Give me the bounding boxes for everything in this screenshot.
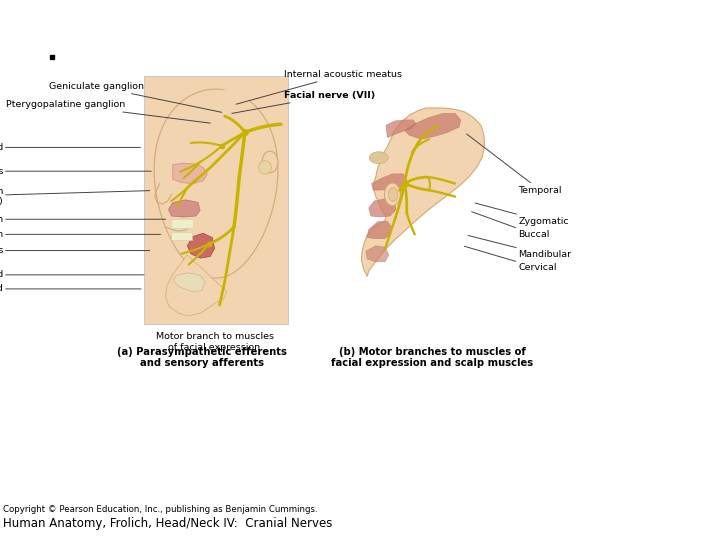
Text: Chorda tympani branch
(taste): Chorda tympani branch (taste) [0, 187, 150, 206]
Polygon shape [405, 113, 461, 139]
FancyBboxPatch shape [171, 232, 192, 240]
Text: Pterygopalatine ganglion: Pterygopalatine ganglion [6, 100, 210, 123]
FancyBboxPatch shape [171, 219, 193, 228]
Text: Stylomastoid foramen: Stylomastoid foramen [0, 215, 166, 224]
Text: Buccal: Buccal [472, 212, 550, 239]
Text: Zygomatic: Zygomatic [475, 203, 569, 226]
Polygon shape [173, 163, 207, 184]
Text: Mandibular: Mandibular [468, 235, 572, 259]
Text: (b) Motor branches to muscles of
facial expression and scalp muscles: (b) Motor branches to muscles of facial … [331, 347, 533, 368]
Ellipse shape [369, 152, 388, 164]
Polygon shape [386, 120, 416, 138]
Polygon shape [372, 174, 407, 190]
Polygon shape [187, 233, 215, 258]
Text: Lacrimal gland: Lacrimal gland [0, 143, 140, 152]
Polygon shape [166, 255, 227, 316]
Polygon shape [173, 273, 205, 292]
Text: (a) Parasympathetic efferents
and sensory afferents: (a) Parasympathetic efferents and sensor… [117, 347, 287, 368]
Polygon shape [168, 200, 200, 217]
Text: Internal acoustic meatus: Internal acoustic meatus [236, 70, 402, 104]
Text: Human Anatomy, Frolich, Head/Neck IV:  Cranial Nerves: Human Anatomy, Frolich, Head/Neck IV: Cr… [3, 517, 332, 530]
Ellipse shape [389, 187, 397, 201]
Text: Geniculate ganglion: Geniculate ganglion [49, 82, 222, 112]
Ellipse shape [262, 151, 278, 173]
Polygon shape [361, 108, 485, 276]
Ellipse shape [258, 161, 271, 174]
Ellipse shape [384, 183, 400, 206]
Text: Copyright © Pearson Education, Inc., publishing as Benjamin Cummings.: Copyright © Pearson Education, Inc., pub… [3, 505, 318, 514]
Text: Motor branch to muscles
of facial expression: Motor branch to muscles of facial expres… [156, 332, 274, 352]
Text: Cervical: Cervical [464, 246, 557, 272]
Text: Submandibular gland: Submandibular gland [0, 285, 141, 293]
Text: Parasympathetic nerve fibers: Parasympathetic nerve fibers [0, 246, 150, 255]
Polygon shape [366, 246, 389, 262]
Text: Parasympathetic nerve fibers: Parasympathetic nerve fibers [0, 167, 151, 176]
Polygon shape [367, 221, 392, 239]
Text: Sublingual gland: Sublingual gland [0, 271, 144, 279]
Text: Facial nerve (VII): Facial nerve (VII) [232, 91, 376, 113]
Polygon shape [154, 89, 278, 278]
FancyBboxPatch shape [144, 76, 288, 324]
Polygon shape [369, 199, 396, 217]
Text: Submandibular ganglion: Submandibular ganglion [0, 230, 161, 239]
Text: Temporal: Temporal [467, 134, 562, 194]
